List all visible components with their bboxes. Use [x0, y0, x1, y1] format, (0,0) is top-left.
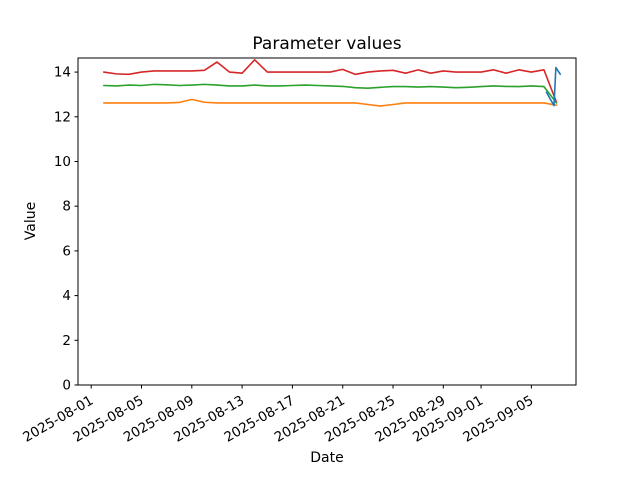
y-tick-label: 8 — [62, 199, 71, 215]
series-line-parameter-green — [102, 83, 558, 104]
series-line-parameter-orange — [102, 98, 558, 107]
series-line-parameter-red — [102, 58, 558, 104]
y-axis-label: Value — [23, 202, 39, 240]
y-tick-label: 14 — [54, 65, 71, 81]
y-tick-label: 0 — [62, 378, 71, 394]
chart-title: Parameter values — [252, 34, 401, 54]
y-tick-label: 4 — [62, 288, 71, 304]
axis-ticks — [74, 71, 532, 389]
series-lines — [102, 58, 562, 107]
x-axis-label: Date — [310, 450, 343, 466]
plot-border — [77, 57, 577, 386]
y-tick-label: 10 — [54, 154, 71, 170]
y-tick-label: 12 — [54, 109, 71, 125]
y-tick-label: 6 — [62, 243, 71, 259]
series-line-parameter-blue — [545, 66, 562, 107]
y-tick-label: 2 — [62, 333, 71, 349]
